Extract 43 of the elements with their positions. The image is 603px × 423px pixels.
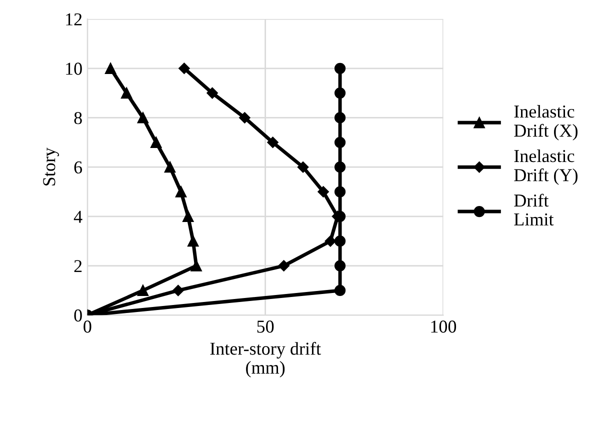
x-tick-label: 50: [257, 320, 274, 333]
point: [267, 136, 278, 148]
point: [178, 62, 190, 74]
point: [182, 210, 194, 222]
y-tick-label: 12: [66, 13, 82, 26]
legend-label: Inelastic Drift (X): [514, 104, 578, 140]
y-tick-label: 6: [74, 161, 82, 174]
point: [105, 62, 116, 74]
point: [334, 284, 346, 296]
point: [334, 260, 346, 272]
point: [278, 260, 290, 272]
point: [172, 284, 184, 296]
point: [334, 162, 346, 173]
point: [175, 186, 187, 198]
point: [324, 236, 336, 247]
point: [150, 136, 162, 148]
point: [121, 88, 132, 99]
point: [137, 112, 148, 124]
point: [334, 186, 346, 198]
point: [297, 161, 309, 173]
x-axis-title: Inter-story drift (mm): [210, 342, 321, 378]
legend-label: Inelastic Drift (Y): [514, 149, 578, 185]
y-tick-label: 2: [74, 260, 82, 272]
x-tick-label: 0: [84, 320, 92, 333]
y-axis-title: Story: [43, 148, 59, 186]
point: [190, 260, 202, 272]
point: [334, 136, 346, 148]
x-tick-label: 100: [431, 320, 456, 333]
y-tick-label: 0: [74, 309, 82, 322]
point: [137, 284, 148, 296]
y-tick-label: 8: [74, 112, 82, 124]
point: [188, 236, 199, 247]
point: [239, 112, 250, 124]
point: [334, 62, 346, 74]
point: [334, 88, 346, 99]
point: [206, 87, 218, 99]
y-tick-label: 10: [66, 62, 82, 75]
point: [334, 112, 346, 124]
y-tick-label: 4: [74, 210, 82, 223]
point: [164, 162, 176, 173]
legend-label: Drift Limit: [514, 194, 554, 226]
point: [334, 236, 346, 247]
point: [318, 186, 329, 198]
